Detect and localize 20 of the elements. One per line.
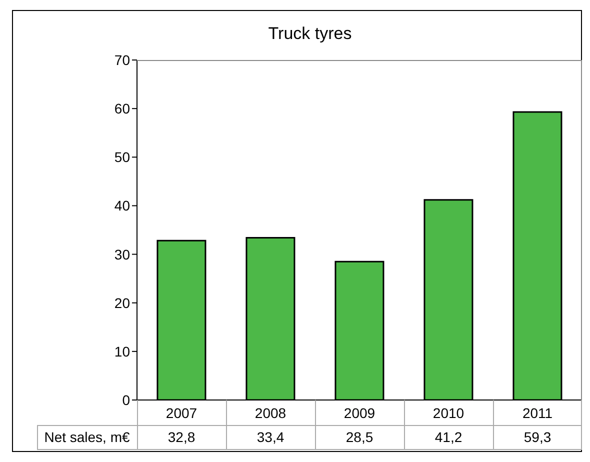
y-tick-label: 40 [114, 198, 130, 214]
text: Net sales, m€ [43, 428, 131, 447]
chart-title: Truck tyres [267, 24, 353, 44]
y-tick-label: 20 [114, 294, 130, 311]
y-tick-label: 30 [114, 246, 130, 262]
y-tick-label: 70 [114, 52, 130, 68]
y-tick-label: 50 [114, 149, 130, 166]
y-tick-label: 0 [122, 392, 130, 408]
x-tick-label: 2010 [432, 404, 464, 421]
x-tick-label: 2009 [344, 404, 376, 421]
data-label: 59,3 [522, 428, 552, 447]
data-label: 33,4 [256, 428, 286, 447]
data-label: 32,8 [166, 428, 196, 447]
y-tick-label: 60 [114, 100, 130, 117]
x-tick-label: 2008 [254, 404, 286, 421]
y-tick-label: 10 [114, 343, 130, 360]
data-label: 28,5 [344, 428, 374, 447]
x-tick-label: 2007 [166, 404, 198, 421]
data-label: 41,2 [434, 428, 464, 447]
x-tick-label: 2011 [522, 404, 553, 421]
